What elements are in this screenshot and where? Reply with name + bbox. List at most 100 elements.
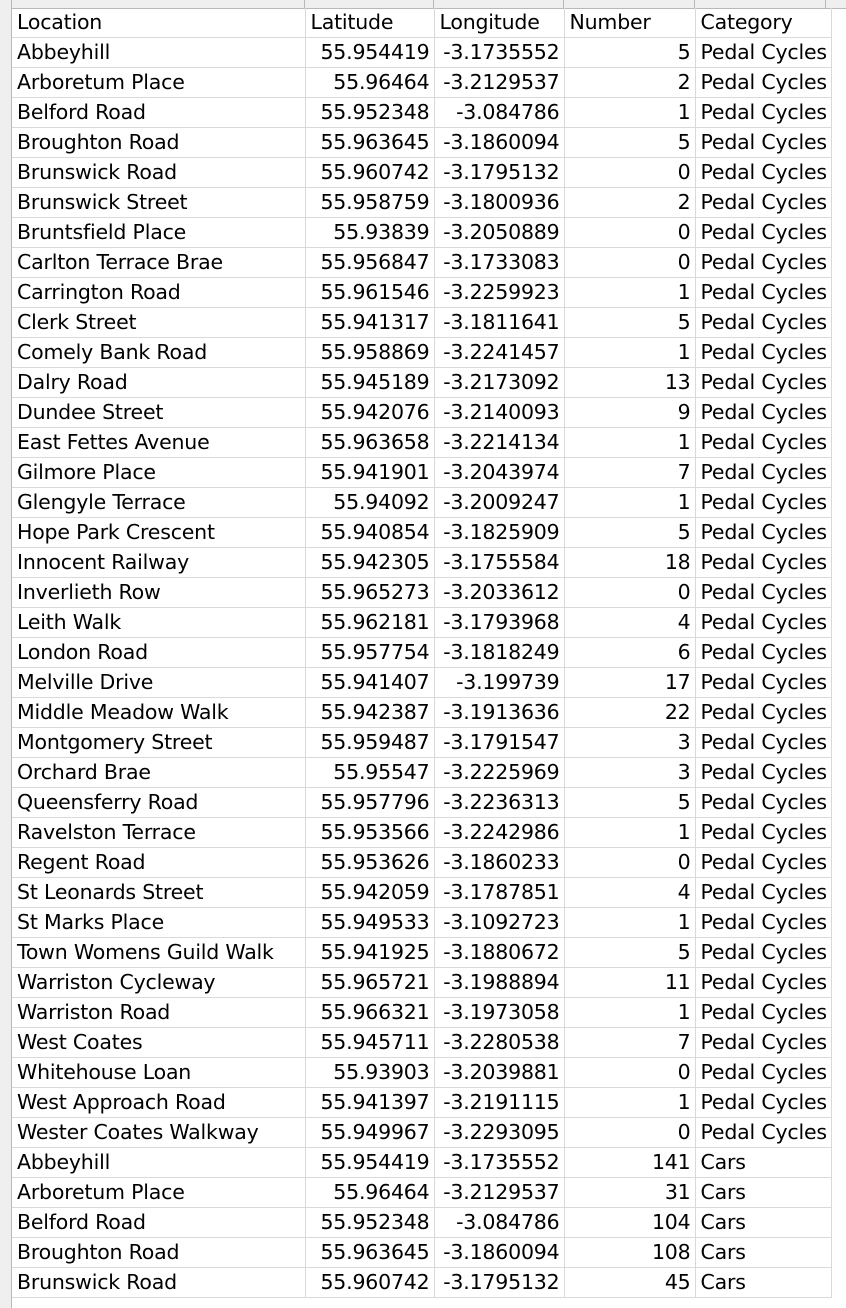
latitude-cell[interactable]: 55.941317: [305, 307, 435, 338]
category-cell[interactable]: Pedal Cycles: [695, 337, 832, 368]
category-cell[interactable]: Pedal Cycles: [695, 1117, 832, 1148]
number-cell[interactable]: 5: [564, 937, 696, 968]
header-cell-location[interactable]: Location: [12, 8, 306, 38]
location-cell[interactable]: Brunswick Road: [12, 157, 306, 188]
longitude-cell[interactable]: -3.1988894: [434, 967, 565, 998]
longitude-cell[interactable]: -3.2033612: [434, 577, 565, 608]
location-cell[interactable]: Abbeyhill: [12, 1147, 306, 1178]
location-cell[interactable]: St Marks Place: [12, 907, 306, 938]
latitude-cell[interactable]: 55.958759: [305, 187, 435, 218]
location-cell[interactable]: Glengyle Terrace: [12, 487, 306, 518]
category-cell[interactable]: Cars: [695, 1207, 832, 1238]
location-cell[interactable]: Inverlieth Row: [12, 577, 306, 608]
latitude-cell[interactable]: 55.941407: [305, 667, 435, 698]
category-cell[interactable]: Pedal Cycles: [695, 397, 832, 428]
latitude-cell[interactable]: 55.941901: [305, 457, 435, 488]
latitude-cell[interactable]: 55.962181: [305, 607, 435, 638]
number-cell[interactable]: 3: [564, 757, 696, 788]
column-header-c[interactable]: [434, 0, 564, 8]
category-cell[interactable]: Pedal Cycles: [695, 727, 832, 758]
location-cell[interactable]: West Approach Road: [12, 1087, 306, 1118]
number-cell[interactable]: 0: [564, 1057, 696, 1088]
longitude-cell[interactable]: -3.1791547: [434, 727, 565, 758]
number-cell[interactable]: 0: [564, 1117, 696, 1148]
latitude-cell[interactable]: 55.942076: [305, 397, 435, 428]
location-cell[interactable]: Regent Road: [12, 847, 306, 878]
latitude-cell[interactable]: 55.949533: [305, 907, 435, 938]
longitude-cell[interactable]: -3.1755584: [434, 547, 565, 578]
latitude-cell[interactable]: 55.940854: [305, 517, 435, 548]
latitude-cell[interactable]: 55.957796: [305, 787, 435, 818]
number-cell[interactable]: 0: [564, 217, 696, 248]
location-cell[interactable]: Warriston Cycleway: [12, 967, 306, 998]
category-cell[interactable]: Pedal Cycles: [695, 1027, 832, 1058]
latitude-cell[interactable]: 55.953626: [305, 847, 435, 878]
latitude-cell[interactable]: 55.95547: [305, 757, 435, 788]
latitude-cell[interactable]: 55.96464: [305, 67, 435, 98]
longitude-cell[interactable]: -3.1973058: [434, 997, 565, 1028]
number-cell[interactable]: 0: [564, 157, 696, 188]
number-cell[interactable]: 11: [564, 967, 696, 998]
header-cell-number[interactable]: Number: [564, 8, 696, 38]
longitude-cell[interactable]: -3.2039881: [434, 1057, 565, 1088]
location-cell[interactable]: Belford Road: [12, 97, 306, 128]
longitude-cell[interactable]: -3.2191115: [434, 1087, 565, 1118]
latitude-cell[interactable]: 55.954419: [305, 1147, 435, 1178]
longitude-cell[interactable]: -3.2173092: [434, 367, 565, 398]
longitude-cell[interactable]: -3.1913636: [434, 697, 565, 728]
location-cell[interactable]: Dalry Road: [12, 367, 306, 398]
latitude-cell[interactable]: 55.94092: [305, 487, 435, 518]
number-cell[interactable]: 1: [564, 1087, 696, 1118]
longitude-cell[interactable]: -3.2043974: [434, 457, 565, 488]
category-cell[interactable]: Cars: [695, 1267, 832, 1298]
latitude-cell[interactable]: 55.949967: [305, 1117, 435, 1148]
longitude-cell[interactable]: -3.2225969: [434, 757, 565, 788]
latitude-cell[interactable]: 55.941925: [305, 937, 435, 968]
category-cell[interactable]: Pedal Cycles: [695, 1087, 832, 1118]
latitude-cell[interactable]: 55.959487: [305, 727, 435, 758]
number-cell[interactable]: 22: [564, 697, 696, 728]
category-cell[interactable]: Pedal Cycles: [695, 637, 832, 668]
number-cell[interactable]: 104: [564, 1207, 696, 1238]
location-cell[interactable]: Broughton Road: [12, 1237, 306, 1268]
location-cell[interactable]: Middle Meadow Walk: [12, 697, 306, 728]
location-cell[interactable]: Melville Drive: [12, 667, 306, 698]
number-cell[interactable]: 7: [564, 1027, 696, 1058]
latitude-cell[interactable]: 55.960742: [305, 1267, 435, 1298]
category-cell[interactable]: Pedal Cycles: [695, 187, 832, 218]
location-cell[interactable]: Warriston Road: [12, 997, 306, 1028]
location-cell[interactable]: London Road: [12, 637, 306, 668]
longitude-cell[interactable]: -3.1825909: [434, 517, 565, 548]
location-cell[interactable]: West Coates: [12, 1027, 306, 1058]
location-cell[interactable]: Arboretum Place: [12, 1177, 306, 1208]
latitude-cell[interactable]: 55.965721: [305, 967, 435, 998]
column-header-d[interactable]: [564, 0, 695, 8]
latitude-cell[interactable]: 55.961546: [305, 277, 435, 308]
category-cell[interactable]: Pedal Cycles: [695, 607, 832, 638]
number-cell[interactable]: 1: [564, 337, 696, 368]
header-cell-latitude[interactable]: Latitude: [305, 8, 435, 38]
location-cell[interactable]: St Leonards Street: [12, 877, 306, 908]
category-cell[interactable]: Pedal Cycles: [695, 757, 832, 788]
number-cell[interactable]: 141: [564, 1147, 696, 1178]
number-cell[interactable]: 2: [564, 187, 696, 218]
number-cell[interactable]: 5: [564, 307, 696, 338]
category-cell[interactable]: Pedal Cycles: [695, 817, 832, 848]
location-cell[interactable]: East Fettes Avenue: [12, 427, 306, 458]
number-cell[interactable]: 17: [564, 667, 696, 698]
longitude-cell[interactable]: -3.1793968: [434, 607, 565, 638]
longitude-cell[interactable]: -3.2050889: [434, 217, 565, 248]
longitude-cell[interactable]: -3.1818249: [434, 637, 565, 668]
category-cell[interactable]: Pedal Cycles: [695, 247, 832, 278]
location-cell[interactable]: Abbeyhill: [12, 37, 306, 68]
latitude-cell[interactable]: 55.953566: [305, 817, 435, 848]
longitude-cell[interactable]: -3.1800936: [434, 187, 565, 218]
category-cell[interactable]: Pedal Cycles: [695, 967, 832, 998]
header-cell-longitude[interactable]: Longitude: [434, 8, 565, 38]
category-cell[interactable]: Pedal Cycles: [695, 577, 832, 608]
number-cell[interactable]: 45: [564, 1267, 696, 1298]
longitude-cell[interactable]: -3.2259923: [434, 277, 565, 308]
latitude-cell[interactable]: 55.960742: [305, 157, 435, 188]
number-cell[interactable]: 1: [564, 277, 696, 308]
latitude-cell[interactable]: 55.963645: [305, 127, 435, 158]
